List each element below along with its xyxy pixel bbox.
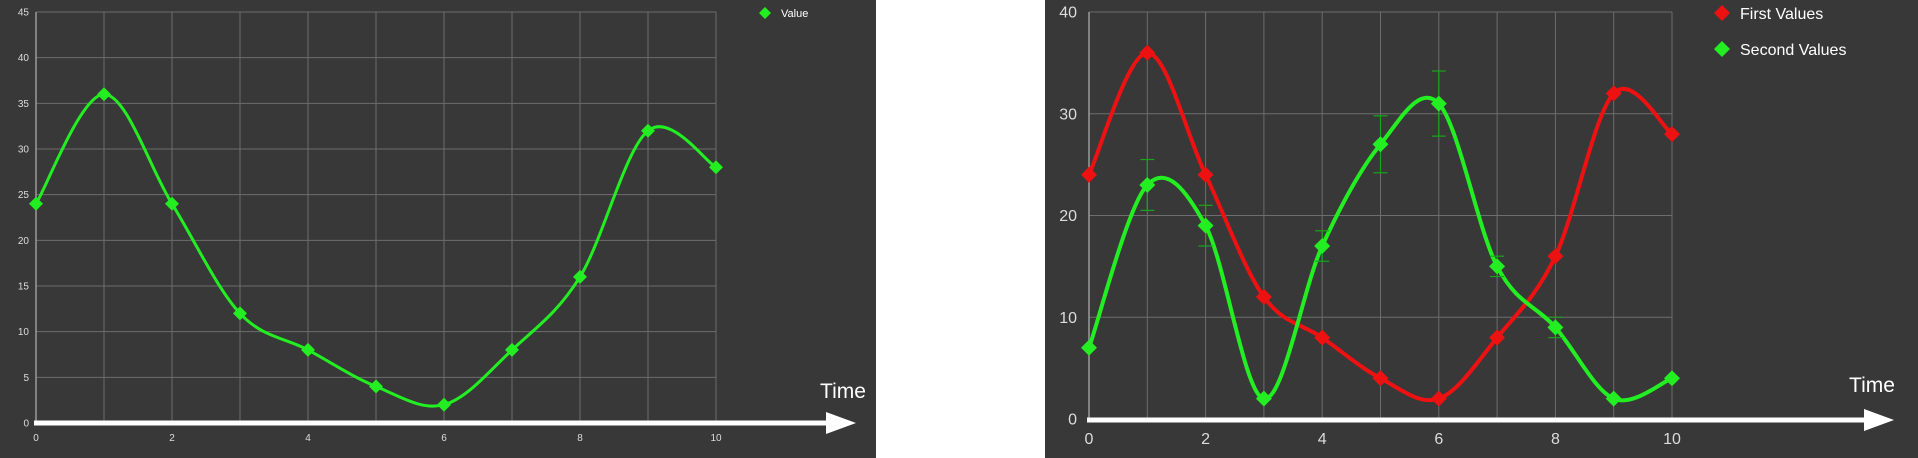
- left-data-point: [97, 87, 111, 102]
- right-data-point: [1664, 126, 1680, 143]
- right-data-point: [1255, 288, 1272, 305]
- left-y-tick-label: 0: [23, 419, 29, 430]
- right-data-point: [1489, 329, 1506, 346]
- right-x-tick-label: 10: [1663, 431, 1681, 448]
- left-x-tick-label: 0: [33, 433, 39, 444]
- left-legend-marker: [759, 7, 771, 19]
- right-data-point: [1605, 85, 1622, 102]
- right-x-tick-label: 6: [1434, 431, 1443, 448]
- right-y-tick-label: 40: [1059, 5, 1077, 22]
- left-x-axis-arrow-head: [826, 412, 856, 434]
- right-data-point: [1081, 166, 1097, 183]
- left-y-tick-label: 30: [18, 145, 30, 156]
- right-grid: [1088, 11, 1673, 420]
- left-y-tick-label: 40: [18, 53, 30, 64]
- left-data-point: [165, 196, 179, 211]
- left-y-tick-label: 5: [23, 373, 29, 384]
- left-data-point: [369, 379, 383, 394]
- left-grid: [35, 11, 717, 424]
- right-data-point: [1314, 329, 1331, 346]
- right-data-point: [1139, 44, 1156, 61]
- left-data-point: [505, 342, 519, 357]
- right-data-point: [1372, 370, 1389, 387]
- chart-right-plot: 0 10 20 30 40 0 2 4 6 8 10 Time First Values Second V…: [1059, 5, 1895, 448]
- left-x-tick-label: 4: [305, 433, 311, 444]
- left-data-point: [709, 160, 723, 175]
- left-x-tick-label: 6: [441, 433, 447, 444]
- chart-right-panel: 0 10 20 30 40 0 2 4 6 8 10 Time First Values Second V…: [1045, 0, 1918, 458]
- right-legend-marker: [1714, 5, 1730, 21]
- right-legend-label: Second Values: [1740, 42, 1846, 59]
- right-x-tick-label: 4: [1318, 431, 1327, 448]
- left-x-tick-label: 8: [577, 433, 583, 444]
- left-y-tick-label: 15: [18, 282, 30, 293]
- right-data-point: [1197, 166, 1214, 183]
- left-legend-label: Value: [781, 8, 808, 20]
- left-x-tick-label: 10: [710, 433, 722, 444]
- right-data-point: [1430, 390, 1447, 407]
- right-data-point: [1255, 390, 1272, 407]
- right-legend-label: First Values: [1740, 6, 1823, 23]
- left-x-tick-label: 2: [169, 433, 175, 444]
- left-data-point: [301, 342, 315, 357]
- left-y-tick-label: 45: [18, 8, 30, 19]
- right-data-point: [1081, 339, 1097, 356]
- left-y-tick-label: 10: [18, 327, 30, 338]
- right-data-point: [1489, 258, 1506, 275]
- left-y-tick-label: 25: [18, 190, 30, 201]
- right-y-tick-label: 20: [1059, 208, 1077, 225]
- right-x-tick-label: 8: [1551, 431, 1560, 448]
- left-data-point: [233, 306, 247, 321]
- right-y-tick-label: 0: [1068, 412, 1077, 429]
- right-data-point: [1430, 95, 1447, 112]
- right-data-point: [1372, 136, 1389, 153]
- right-data-point: [1314, 238, 1331, 255]
- right-y-tick-label: 10: [1059, 310, 1077, 327]
- left-data-point: [29, 196, 43, 211]
- right-data-point: [1197, 217, 1214, 234]
- right-x-tick-label: 2: [1201, 431, 1210, 448]
- right-x-axis-arrow-head: [1864, 409, 1894, 431]
- left-y-tick-label: 20: [18, 236, 30, 247]
- right-legend-marker: [1714, 41, 1730, 57]
- left-data-point: [573, 269, 587, 284]
- left-y-tick-label: 35: [18, 99, 30, 110]
- right-data-point: [1605, 390, 1622, 407]
- right-data-point: [1139, 176, 1156, 193]
- right-x-axis-label: Time: [1849, 374, 1895, 397]
- right-data-point: [1664, 370, 1680, 387]
- left-x-axis-label: Time: [820, 380, 866, 403]
- right-x-tick-label: 0: [1085, 431, 1094, 448]
- chart-left-plot: 0 5 10 15 20 25 30 35 40 45 0 2 4 6 8 10 Time Value: [18, 7, 866, 444]
- right-data-point: [1547, 319, 1564, 336]
- chart-left-panel: 0 5 10 15 20 25 30 35 40 45 0 2 4 6 8 10 Time Value: [0, 0, 876, 458]
- right-data-point: [1547, 248, 1564, 265]
- left-data-point: [641, 123, 655, 138]
- left-data-point: [437, 397, 451, 412]
- right-y-tick-label: 30: [1059, 106, 1077, 123]
